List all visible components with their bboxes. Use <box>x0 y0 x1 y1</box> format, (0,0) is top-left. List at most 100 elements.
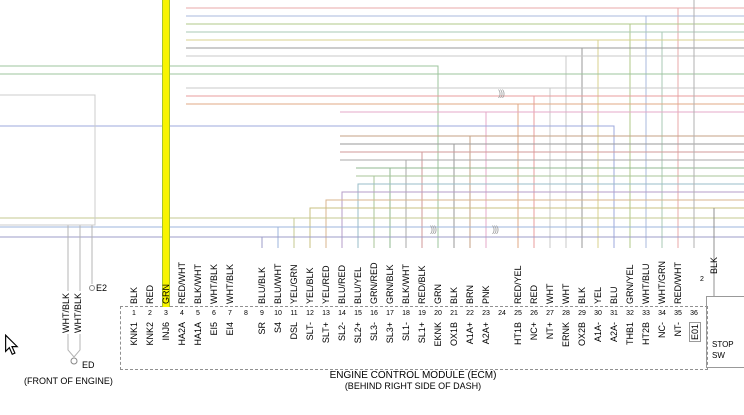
highlighted-wire[interactable] <box>162 0 170 307</box>
pin-name: ERNK <box>561 322 571 348</box>
pin-name: SL1+ <box>417 322 427 344</box>
pin-number: 35 <box>674 310 682 317</box>
pin-name: DSL <box>289 322 299 340</box>
pin-number: 24 <box>498 310 506 317</box>
pin-number: 12 <box>306 310 314 317</box>
wire-color-label: YEL <box>593 286 603 304</box>
pin-name: HA2A <box>177 322 187 346</box>
pin-number: 34 <box>658 310 666 317</box>
pin-number: 8 <box>244 310 248 317</box>
cursor-icon <box>5 334 19 356</box>
wire-color-label: GRN <box>433 284 443 304</box>
stop-switch-terminal-number: 2 <box>700 276 704 283</box>
pin-name: SL3+ <box>385 322 395 344</box>
wire-color-label: BRN <box>465 284 475 304</box>
pin-name: EI4 <box>225 322 235 336</box>
shield-icon: ))) <box>430 224 437 234</box>
stop-switch-label-line2: SW <box>712 351 725 360</box>
wire-color-label: BLU/WHT <box>273 263 283 305</box>
wire-color-label: WHT <box>545 283 555 305</box>
pin-number: 25 <box>514 310 522 317</box>
pin-name: SL2+ <box>353 322 363 344</box>
pin-name: HT2B <box>641 322 651 346</box>
wire-color-label: YEL/BLK <box>305 267 315 304</box>
ecm-connector-box <box>120 306 708 370</box>
pin-name: SL2- <box>337 322 347 342</box>
pin-number: 21 <box>450 310 458 317</box>
wire <box>309 207 744 248</box>
wire-color-label: GRN/BLK <box>385 264 395 304</box>
pin-name: EI5 <box>209 322 219 336</box>
pin-name: HA1A <box>193 322 203 346</box>
wire-color-label: GRN/RED <box>369 262 379 304</box>
pin-name: EKNK <box>433 322 443 347</box>
pin-name: A1A- <box>593 322 603 343</box>
shield-icon: ))) <box>498 88 505 98</box>
wire-color-label: RED/BLK <box>417 265 427 304</box>
pin-number: 1 <box>132 310 136 317</box>
pin-number: 11 <box>290 310 298 317</box>
ecm-location-caption: (BEHIND RIGHT SIDE OF DASH) <box>344 381 482 391</box>
wire <box>325 199 744 248</box>
pin-name: SL3- <box>369 322 379 342</box>
wire-color-label: BLK <box>129 286 139 304</box>
wire-color-label: BLK <box>449 286 459 304</box>
pin-name: A2A+ <box>481 322 491 345</box>
wire-color-label: RED <box>145 284 155 304</box>
wire-color-label: WHT/BLK <box>225 263 235 304</box>
pin-number: 31 <box>610 310 618 317</box>
pin-number: 10 <box>274 310 282 317</box>
pin-name: NC+ <box>529 322 539 341</box>
wire <box>0 65 439 248</box>
pin-name: NT+ <box>545 322 555 340</box>
wire-color-label: PNK <box>481 285 491 304</box>
pin-name: S4 <box>273 322 283 334</box>
pin-name: KNK2 <box>145 322 155 346</box>
pin-number: 6 <box>212 310 216 317</box>
ed-label: ED <box>82 360 95 370</box>
wire-color-label: YEL/RED <box>321 265 331 304</box>
pin-number: 33 <box>642 310 650 317</box>
left-wire-color-label: WHT/BLK <box>73 292 83 333</box>
wire <box>341 191 744 248</box>
wire-color-label: BLK <box>577 286 587 304</box>
wire <box>0 94 96 226</box>
ed-ground-symbol <box>70 357 78 365</box>
wire-color-label: BLK/WHT <box>193 263 203 304</box>
wire <box>67 334 75 358</box>
right-wire-color-label: BLK <box>709 256 719 274</box>
pin-number: 26 <box>530 310 538 317</box>
stop-switch-box <box>706 296 744 368</box>
wire-color-label: BLU/RED <box>337 264 347 304</box>
wire-color-label: RED/YEL <box>513 265 523 304</box>
pin-name: NT- <box>673 322 683 337</box>
wire <box>73 334 81 358</box>
wire-color-label: RED/WHT <box>177 262 187 304</box>
wire-color-label: RED <box>529 284 539 304</box>
wire-color-label: RED/WHT <box>673 262 683 304</box>
pin-name: A2A- <box>609 322 619 343</box>
pin-number: 27 <box>546 310 554 317</box>
pin-number: 36 <box>690 310 698 317</box>
pin-number: 16 <box>370 310 378 317</box>
pin-name: SR <box>257 322 267 335</box>
pin-name: THB1 <box>625 322 635 346</box>
wire-color-label: WHT <box>561 283 571 305</box>
e2-ground-symbol <box>89 285 95 291</box>
pin-number: 30 <box>594 310 602 317</box>
pin-number: 14 <box>338 310 346 317</box>
pin-number: 15 <box>354 310 362 317</box>
pin-number: 32 <box>626 310 634 317</box>
pin-number: 9 <box>260 310 264 317</box>
pin-number: 2 <box>148 310 152 317</box>
pin-number: 4 <box>180 310 184 317</box>
wire-color-label: GRN/YEL <box>625 264 635 304</box>
pin-number: 17 <box>386 310 394 317</box>
pin-number: 23 <box>482 310 490 317</box>
pin-name: OX2B <box>577 322 587 347</box>
pin-number: 5 <box>196 310 200 317</box>
pin-number: 7 <box>228 310 232 317</box>
wire-color-label: BLK/WHT <box>401 263 411 304</box>
